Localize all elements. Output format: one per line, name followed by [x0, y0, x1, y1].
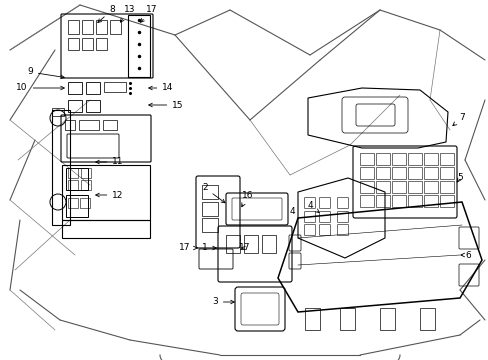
Bar	[439, 195, 453, 207]
Bar	[202, 202, 218, 216]
Bar	[66, 168, 88, 190]
Bar	[68, 168, 78, 178]
Bar	[225, 235, 240, 253]
Bar	[81, 180, 91, 190]
Bar	[423, 153, 437, 165]
Bar	[439, 153, 453, 165]
Bar	[104, 82, 126, 92]
Bar	[82, 20, 93, 34]
Text: 17: 17	[179, 243, 197, 252]
Bar	[62, 165, 150, 220]
Bar	[62, 220, 150, 238]
Text: 13: 13	[120, 5, 136, 22]
Bar	[359, 167, 373, 179]
Text: 2: 2	[202, 184, 224, 203]
Bar	[110, 20, 121, 34]
Bar	[68, 38, 79, 50]
Bar	[423, 195, 437, 207]
Bar	[86, 82, 100, 94]
Bar	[68, 198, 78, 208]
Bar	[359, 195, 373, 207]
Text: 6: 6	[460, 251, 470, 260]
Bar	[262, 235, 275, 253]
Bar	[391, 153, 405, 165]
Bar	[128, 15, 150, 77]
Bar	[359, 181, 373, 193]
Bar	[81, 168, 91, 178]
Bar	[52, 110, 70, 225]
Bar	[439, 167, 453, 179]
Bar	[305, 308, 319, 330]
Text: 5: 5	[456, 174, 462, 183]
Bar	[65, 120, 75, 130]
Bar	[66, 195, 88, 217]
Bar	[439, 181, 453, 193]
Text: 12: 12	[96, 190, 123, 199]
Text: 1: 1	[202, 243, 216, 252]
Bar	[244, 235, 258, 253]
Bar	[68, 82, 82, 94]
Text: 11: 11	[96, 158, 123, 166]
Text: 10: 10	[16, 84, 64, 93]
Bar	[96, 38, 107, 50]
Bar	[79, 120, 99, 130]
Bar	[375, 153, 389, 165]
Bar	[82, 38, 93, 50]
Bar	[202, 185, 218, 199]
Bar	[391, 167, 405, 179]
Bar	[391, 181, 405, 193]
Text: 17: 17	[140, 5, 158, 22]
Bar	[86, 100, 100, 112]
Bar	[359, 153, 373, 165]
Text: 15: 15	[148, 100, 183, 109]
Bar	[202, 218, 218, 232]
Bar	[52, 108, 64, 116]
Text: 8: 8	[98, 5, 115, 23]
Text: 16: 16	[241, 190, 253, 207]
Text: 14: 14	[148, 84, 173, 93]
Bar	[391, 195, 405, 207]
Bar	[375, 195, 389, 207]
Bar	[80, 198, 90, 208]
Bar	[407, 153, 421, 165]
Bar	[407, 181, 421, 193]
Bar	[68, 20, 79, 34]
Text: 4: 4	[288, 207, 294, 216]
Bar	[68, 180, 78, 190]
Bar	[375, 181, 389, 193]
Bar	[407, 195, 421, 207]
Text: 17: 17	[239, 243, 250, 252]
Bar	[407, 167, 421, 179]
Bar	[379, 308, 394, 330]
Bar	[419, 308, 434, 330]
Bar	[339, 308, 354, 330]
Bar	[103, 120, 117, 130]
Bar	[68, 100, 82, 112]
Bar	[375, 167, 389, 179]
Text: 3: 3	[212, 297, 234, 306]
Bar	[423, 181, 437, 193]
Text: 4: 4	[306, 201, 319, 213]
Text: 9: 9	[27, 68, 64, 78]
Bar	[96, 20, 107, 34]
Bar	[423, 167, 437, 179]
Text: 7: 7	[452, 113, 464, 126]
